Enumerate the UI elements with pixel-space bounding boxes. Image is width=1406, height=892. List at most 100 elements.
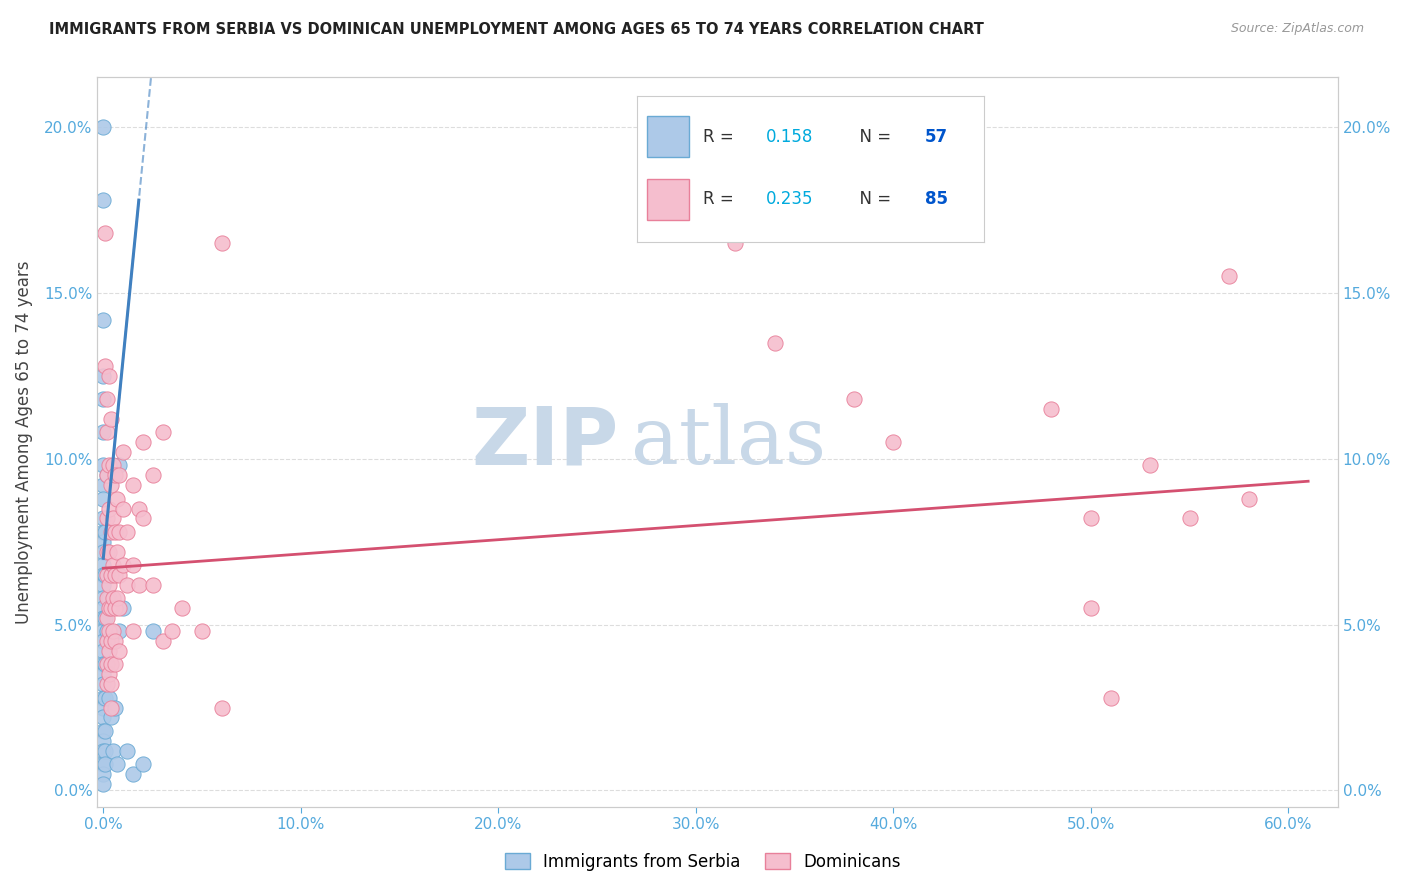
Point xyxy=(1040,402,1063,417)
Point xyxy=(94,359,117,373)
Point xyxy=(132,435,155,450)
Point xyxy=(100,524,122,539)
Point xyxy=(724,236,747,251)
Point xyxy=(91,657,114,672)
Point xyxy=(142,468,165,483)
Point xyxy=(108,524,131,539)
Point xyxy=(91,667,114,681)
Point xyxy=(96,657,118,672)
Point xyxy=(104,601,127,615)
Point xyxy=(96,567,118,582)
Point xyxy=(104,524,127,539)
Point xyxy=(100,710,122,724)
Point xyxy=(91,425,114,440)
Point xyxy=(91,558,114,572)
Point xyxy=(132,511,155,525)
Point xyxy=(91,743,114,757)
Point xyxy=(91,767,114,781)
Point xyxy=(104,468,127,483)
Point xyxy=(91,777,114,791)
Point xyxy=(98,624,121,639)
Point xyxy=(100,601,122,615)
Point xyxy=(91,511,114,525)
Point xyxy=(96,511,118,525)
Point xyxy=(128,578,150,592)
Point xyxy=(105,591,128,605)
Point xyxy=(122,478,145,492)
Text: IMMIGRANTS FROM SERBIA VS DOMINICAN UNEMPLOYMENT AMONG AGES 65 TO 74 YEARS CORRE: IMMIGRANTS FROM SERBIA VS DOMINICAN UNEM… xyxy=(49,22,984,37)
Point xyxy=(115,743,138,757)
Point xyxy=(98,578,121,592)
Point xyxy=(91,710,114,724)
Point xyxy=(91,723,114,738)
Point xyxy=(94,657,117,672)
Point xyxy=(96,425,118,440)
Point xyxy=(108,624,131,639)
Point xyxy=(108,468,131,483)
Point xyxy=(91,611,114,625)
Point xyxy=(91,458,114,473)
Point xyxy=(91,534,114,549)
Point xyxy=(96,634,118,648)
Point xyxy=(108,458,131,473)
Point xyxy=(882,435,904,450)
Point xyxy=(122,624,145,639)
Point xyxy=(115,578,138,592)
Point xyxy=(152,634,174,648)
Point xyxy=(98,667,121,681)
Point xyxy=(685,193,707,207)
Point xyxy=(122,767,145,781)
Point xyxy=(100,478,122,492)
Point xyxy=(100,412,122,426)
Point xyxy=(100,567,122,582)
Point xyxy=(94,567,117,582)
Point xyxy=(111,445,134,459)
Point xyxy=(132,756,155,771)
Point xyxy=(91,756,114,771)
Point xyxy=(91,733,114,747)
Point xyxy=(91,624,114,639)
Point xyxy=(91,578,114,592)
Point xyxy=(101,458,124,473)
Point xyxy=(91,601,114,615)
Point xyxy=(142,578,165,592)
Point xyxy=(94,756,117,771)
Point xyxy=(98,501,121,516)
Text: ZIP: ZIP xyxy=(471,403,619,481)
Point xyxy=(96,677,118,691)
Point xyxy=(91,312,114,326)
Y-axis label: Unemployment Among Ages 65 to 74 years: Unemployment Among Ages 65 to 74 years xyxy=(15,260,32,624)
Point xyxy=(111,501,134,516)
Point xyxy=(98,591,121,605)
Point xyxy=(96,468,118,483)
Point xyxy=(1139,458,1161,473)
Point xyxy=(91,700,114,714)
Point xyxy=(91,567,114,582)
Point xyxy=(1080,601,1102,615)
Point xyxy=(91,677,114,691)
Point xyxy=(842,392,865,406)
Point xyxy=(111,558,134,572)
Point xyxy=(98,544,121,558)
Point xyxy=(94,743,117,757)
Point xyxy=(211,700,233,714)
Point xyxy=(172,601,194,615)
Legend: Immigrants from Serbia, Dominicans: Immigrants from Serbia, Dominicans xyxy=(496,845,910,880)
Point xyxy=(94,611,117,625)
Point xyxy=(1237,491,1260,506)
Point xyxy=(98,458,121,473)
Point xyxy=(96,468,118,483)
Point xyxy=(108,567,131,582)
Point xyxy=(91,120,114,135)
Point xyxy=(100,700,122,714)
Point xyxy=(104,657,127,672)
Text: atlas: atlas xyxy=(631,403,825,481)
Point xyxy=(1178,511,1201,525)
Point xyxy=(1099,690,1122,705)
Point xyxy=(98,601,121,615)
Point xyxy=(91,644,114,658)
Point xyxy=(91,690,114,705)
Point xyxy=(94,723,117,738)
Point xyxy=(91,544,114,558)
Point xyxy=(101,624,124,639)
